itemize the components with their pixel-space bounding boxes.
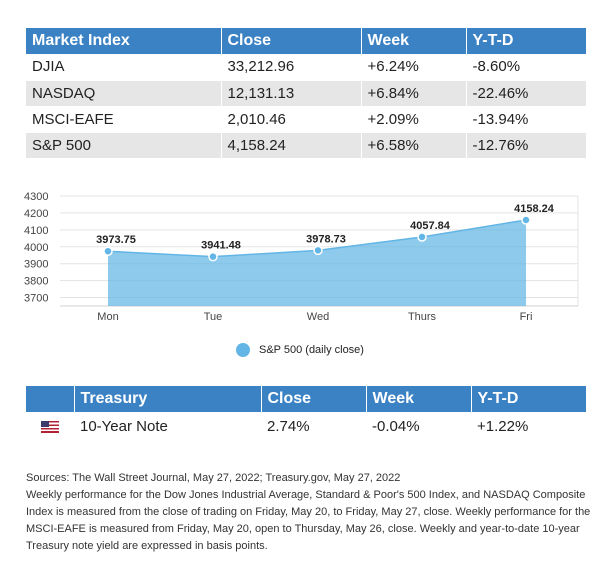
legend-swatch — [236, 343, 250, 357]
market-index-table: Market Index Close Week Y-T-D DJIA 33,21… — [26, 28, 586, 159]
header-close: Close — [261, 386, 367, 412]
treasury-ytd: +1.22% — [471, 412, 586, 440]
header-ytd: Y-T-D — [466, 28, 586, 54]
x-tick-label: Tue — [204, 311, 223, 323]
y-tick-label: 4100 — [24, 225, 48, 237]
index-ytd: -13.94% — [466, 106, 586, 133]
header-close: Close — [221, 28, 362, 54]
x-tick-label: Fri — [520, 311, 533, 323]
treasury-name: 10-Year Note — [74, 412, 261, 440]
index-ytd: -8.60% — [466, 54, 586, 81]
header-market-index: Market Index — [26, 28, 222, 54]
market-header-row: Market Index Close Week Y-T-D — [26, 28, 586, 54]
table-row: NASDAQ 12,131.13 +6.84% -22.46% — [26, 80, 586, 107]
x-tick-label: Mon — [97, 311, 118, 323]
index-close: 33,212.96 — [221, 54, 362, 81]
data-point — [313, 245, 323, 256]
header-week: Week — [366, 386, 472, 412]
treasury-table: Treasury Close Week Y-T-D 10-Year Note 2… — [26, 386, 586, 440]
data-label: 4158.24 — [514, 203, 555, 215]
index-close: 2,010.46 — [221, 106, 362, 133]
treasury-header-row: Treasury Close Week Y-T-D — [26, 386, 586, 412]
index-name: S&P 500 — [26, 132, 222, 159]
index-close: 4,158.24 — [221, 132, 362, 159]
sp500-area-chart: 3700 3800 3900 4000 4100 4200 4300 3973.75 3941.… — [24, 191, 579, 323]
header-flag — [26, 386, 75, 412]
footnotes: Sources: The Wall Street Journal, May 27… — [26, 470, 591, 555]
y-tick-label: 3900 — [24, 259, 48, 271]
flag-cell — [26, 412, 74, 440]
table-row: MSCI-EAFE 2,010.46 +2.09% -13.94% — [26, 106, 586, 133]
header-week: Week — [361, 28, 467, 54]
index-ytd: -12.76% — [466, 132, 586, 159]
index-week: +6.84% — [361, 80, 467, 107]
y-tick-label: 4200 — [24, 208, 48, 220]
data-label: 3941.48 — [201, 240, 241, 252]
table-row: DJIA 33,212.96 +6.24% -8.60% — [26, 54, 586, 81]
data-point — [521, 215, 531, 225]
y-tick-label: 4000 — [24, 242, 48, 254]
y-tick-label: 3800 — [24, 276, 48, 288]
index-name: NASDAQ — [26, 80, 222, 107]
data-point — [417, 232, 427, 242]
index-week: +6.24% — [361, 54, 467, 81]
chart-legend: S&P 500 (daily close) — [236, 343, 364, 357]
y-tick-label: 4300 — [24, 191, 48, 203]
index-ytd: -22.46% — [466, 80, 586, 107]
legend-label: S&P 500 (daily close) — [259, 344, 364, 356]
data-label: 4057.84 — [410, 220, 451, 232]
sources-note: Sources: The Wall Street Journal, May 27… — [26, 472, 401, 484]
header-treasury: Treasury — [74, 386, 262, 412]
header-ytd: Y-T-D — [471, 386, 586, 412]
data-point — [103, 246, 113, 256]
treasury-close: 2.74% — [261, 412, 366, 440]
table-row: 10-Year Note 2.74% -0.04% +1.22% — [26, 412, 586, 440]
table-row: S&P 500 4,158.24 +6.58% -12.76% — [26, 132, 586, 159]
index-week: +2.09% — [361, 106, 467, 133]
us-flag-icon — [41, 420, 59, 433]
y-tick-label: 3700 — [24, 293, 48, 305]
index-name: MSCI-EAFE — [26, 106, 222, 133]
x-tick-label: Thurs — [408, 311, 437, 323]
index-close: 12,131.13 — [221, 80, 362, 107]
index-week: +6.58% — [361, 132, 467, 159]
index-name: DJIA — [26, 54, 222, 81]
treasury-week: -0.04% — [366, 412, 471, 440]
methodology-note: Weekly performance for the Dow Jones Ind… — [26, 489, 591, 552]
data-point — [208, 251, 218, 262]
data-label: 3973.75 — [96, 234, 136, 246]
data-label: 3978.73 — [306, 233, 346, 245]
x-tick-label: Wed — [307, 311, 329, 323]
